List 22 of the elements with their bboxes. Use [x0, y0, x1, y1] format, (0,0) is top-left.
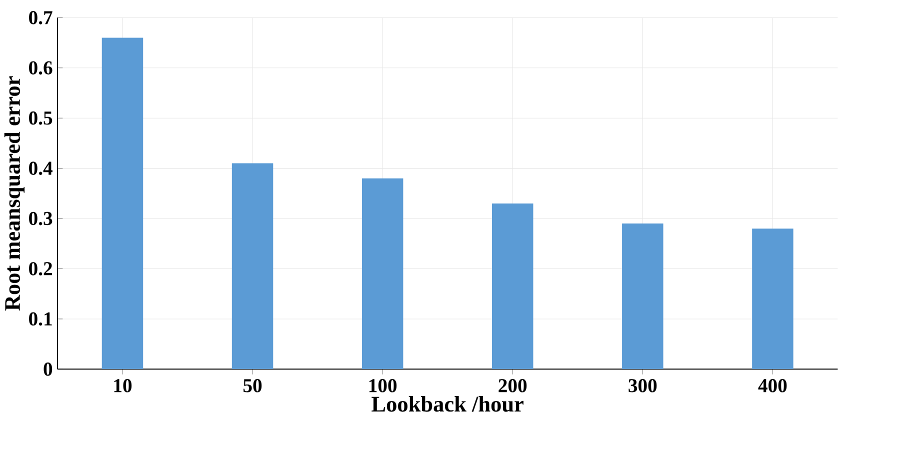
y-tick-label: 0.6 — [29, 61, 52, 74]
y-tick-label: 0.5 — [29, 111, 52, 125]
x-tick-label: 400 — [758, 378, 787, 392]
x-tick-label: 50 — [243, 378, 262, 392]
y-tick-label: 0.2 — [29, 262, 52, 276]
x-tick-label: 10 — [114, 378, 132, 392]
bar — [232, 163, 274, 370]
y-axis-title: Root meansquared error — [4, 76, 25, 311]
y-tick-label: 0.7 — [29, 10, 52, 24]
x-tick-label: 300 — [628, 378, 657, 392]
bar — [492, 203, 534, 370]
y-tick-label: 0 — [44, 362, 52, 376]
bar — [622, 223, 664, 370]
bar — [752, 228, 794, 370]
x-tick-label: 100 — [369, 378, 397, 392]
bar — [102, 38, 144, 370]
bar — [362, 178, 404, 370]
x-axis-title: Lookback /hour — [372, 396, 524, 412]
y-tick-label: 0.4 — [29, 161, 52, 175]
y-tick-label: 0.3 — [29, 212, 52, 226]
y-tick-label: 0.1 — [29, 312, 52, 326]
x-tick-label: 200 — [498, 378, 527, 392]
